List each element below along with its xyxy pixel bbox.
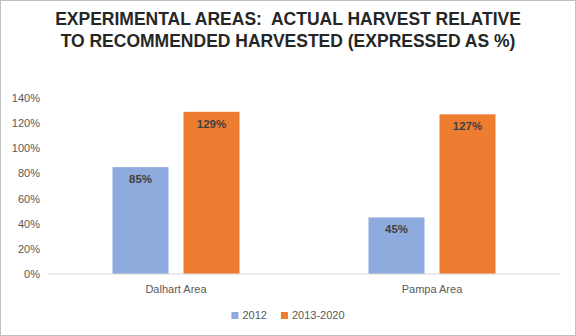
legend-swatch [231,312,238,319]
y-tick-label: 60% [18,193,40,205]
chart-title: EXPERIMENTAL AREAS: ACTUAL HARVEST RELAT… [48,8,528,52]
legend-label: 2013-2020 [292,309,345,321]
data-labels: 85% 45% 129% 127% [129,118,482,236]
legend-swatch [281,312,288,319]
data-label: 45% [385,223,408,235]
chart-container: EXPERIMENTAL AREAS: ACTUAL HARVEST RELAT… [0,0,576,336]
legend-label: 2012 [242,309,266,321]
x-tick-label: Pampa Area [402,283,463,295]
y-tick-label: 140% [12,92,40,104]
x-axis-line [48,274,560,275]
bar [184,112,240,274]
y-tick-label: 20% [18,243,40,255]
y-tick-label: 0% [24,268,40,280]
y-tick-label: 80% [18,167,40,179]
legend: 2012 2013-2020 [231,309,344,321]
chart-frame [1,1,576,336]
y-tick-label: 40% [18,218,40,230]
x-tick-label: Dalhart Area [145,283,207,295]
bar [113,167,169,274]
bar [440,114,496,274]
bars [113,112,496,274]
tick-mark [45,98,48,99]
tick-mark [45,173,48,174]
tick-mark [45,248,48,249]
tick-mark [45,223,48,224]
y-tick-label: 100% [12,142,40,154]
data-label: 85% [129,173,152,185]
data-label: 127% [453,120,482,132]
tick-mark [45,198,48,199]
tick-mark [45,274,48,275]
chart-svg: 0% 20% 40% 60% 80% 100% 120% 140% 85% 45% 129% 127%… [0,0,576,336]
data-label: 129% [197,118,226,130]
tick-mark [45,148,48,149]
y-tick-label: 120% [12,117,40,129]
tick-mark [45,123,48,124]
bar [369,217,425,274]
